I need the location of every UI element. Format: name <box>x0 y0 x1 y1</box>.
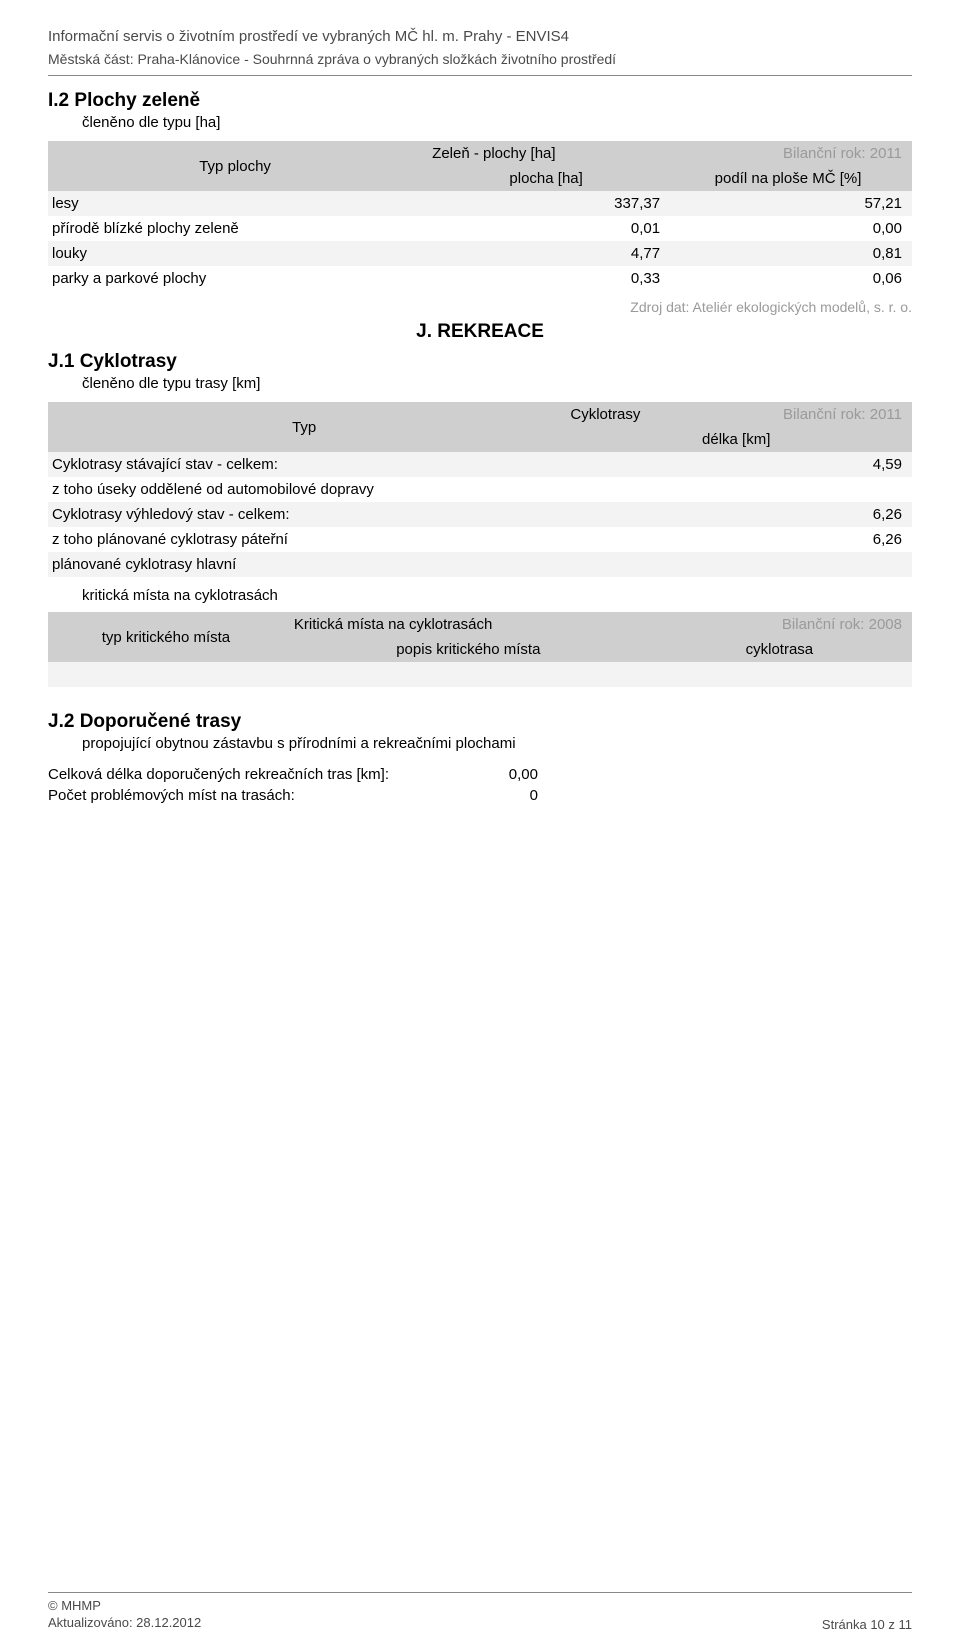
row-val2: 0,81 <box>670 241 912 266</box>
section-j1-title: J.1 Cyklotrasy <box>48 351 912 373</box>
table-row: louky 4,77 0,81 <box>48 241 912 266</box>
zdroj-dat: Zdroj dat: Ateliér ekologických modelů, … <box>48 299 912 315</box>
kv-value: 0 <box>478 787 538 804</box>
row-label: Cyklotrasy výhledový stav - celkem: <box>48 502 566 527</box>
col-plocha-ha: plocha [ha] <box>428 166 670 191</box>
footer-page-number: Stránka 10 z 11 <box>822 1617 912 1632</box>
col-zelen-plochy: Zeleň - plochy [ha] <box>428 141 670 166</box>
table-row: z toho úseky oddělené od automobilové do… <box>48 477 912 502</box>
row-label: louky <box>48 241 428 266</box>
row-val: 4,59 <box>566 452 912 477</box>
kv-row: Počet problémových míst na trasách: 0 <box>48 787 912 804</box>
table-row: parky a parkové plochy 0,33 0,06 <box>48 266 912 291</box>
section-j-title: J. REKREACE <box>48 321 912 343</box>
table-row: z toho plánované cyklotrasy páteřní 6,26 <box>48 527 912 552</box>
table-kriticka-mista: typ kritického místa Kritická místa na c… <box>48 612 912 687</box>
col-cyklotrasy: Cyklotrasy <box>566 402 739 427</box>
col-podil: podíl na ploše MČ [%] <box>670 166 912 191</box>
row-val: 6,26 <box>566 527 912 552</box>
row-val: 6,26 <box>566 502 912 527</box>
table-row: přírodě blízké plochy zeleně 0,01 0,00 <box>48 216 912 241</box>
col-kriticka-header: Kritická místa na cyklotrasách <box>290 612 653 637</box>
page-footer: © MHMP Aktualizováno: 28.12.2012 Stránka… <box>0 1592 960 1650</box>
table-row <box>48 662 912 687</box>
section-i2-title: I.2 Plochy zeleně <box>48 90 912 112</box>
header-divider <box>48 75 912 76</box>
footer-divider <box>48 1592 912 1593</box>
row-val1: 0,01 <box>428 216 670 241</box>
section-j2-title: J.2 Doporučené trasy <box>48 711 912 733</box>
row-val <box>566 477 912 502</box>
kv-label: Celková délka doporučených rekreačních t… <box>48 766 478 783</box>
row-val1: 337,37 <box>428 191 670 216</box>
row-label: parky a parkové plochy <box>48 266 428 291</box>
bilancni-rok-i2: Bilanční rok: 2011 <box>670 141 912 166</box>
section-j1-subtitle: členěno dle typu trasy [km] <box>82 375 912 392</box>
cell-empty <box>653 662 912 687</box>
col-typ-plochy: Typ plochy <box>48 141 428 191</box>
col-delka: délka [km] <box>566 427 912 452</box>
row-label: z toho plánované cyklotrasy páteřní <box>48 527 566 552</box>
table-row: Cyklotrasy výhledový stav - celkem: 6,26 <box>48 502 912 527</box>
row-label: přírodě blízké plochy zeleně <box>48 216 428 241</box>
table-zelen: Typ plochy Zeleň - plochy [ha] Bilanční … <box>48 141 912 291</box>
row-label: z toho úseky oddělené od automobilové do… <box>48 477 566 502</box>
row-val2: 0,06 <box>670 266 912 291</box>
bilancni-rok-j1: Bilanční rok: 2011 <box>739 402 912 427</box>
footer-updated: Aktualizováno: 28.12.2012 <box>48 1614 201 1632</box>
bilancni-rok-krit: Bilanční rok: 2008 <box>653 612 912 637</box>
footer-copyright: © MHMP <box>48 1597 201 1615</box>
table-row: lesy 337,37 57,21 <box>48 191 912 216</box>
table-row: plánované cyklotrasy hlavní <box>48 552 912 577</box>
row-val1: 4,77 <box>428 241 670 266</box>
row-label: Cyklotrasy stávající stav - celkem: <box>48 452 566 477</box>
row-val <box>566 552 912 577</box>
col-cyklotrasa: cyklotrasa <box>653 637 912 662</box>
row-val2: 57,21 <box>670 191 912 216</box>
row-label: lesy <box>48 191 428 216</box>
table-row: Cyklotrasy stávající stav - celkem: 4,59 <box>48 452 912 477</box>
kv-label: Počet problémových míst na trasách: <box>48 787 478 804</box>
col-popis: popis kritického místa <box>290 637 653 662</box>
cell-empty <box>290 662 653 687</box>
kv-value: 0,00 <box>478 766 538 783</box>
col-typ-kritickeho: typ kritického místa <box>48 612 290 662</box>
row-val2: 0,00 <box>670 216 912 241</box>
row-val1: 0,33 <box>428 266 670 291</box>
header-subtitle: Městská část: Praha-Klánovice - Souhrnná… <box>48 51 912 67</box>
table-cyklotrasy: Typ Cyklotrasy Bilanční rok: 2011 délka … <box>48 402 912 577</box>
row-label: plánované cyklotrasy hlavní <box>48 552 566 577</box>
kritika-subtitle: kritická místa na cyklotrasách <box>48 587 912 604</box>
section-j2-subtitle: propojující obytnou zástavbu s přírodním… <box>82 735 912 752</box>
col-typ: Typ <box>48 402 566 452</box>
cell-empty <box>48 662 290 687</box>
section-i2-subtitle: členěno dle typu [ha] <box>82 114 912 131</box>
header-title: Informační servis o životním prostředí v… <box>48 28 912 45</box>
kv-row: Celková délka doporučených rekreačních t… <box>48 766 912 783</box>
